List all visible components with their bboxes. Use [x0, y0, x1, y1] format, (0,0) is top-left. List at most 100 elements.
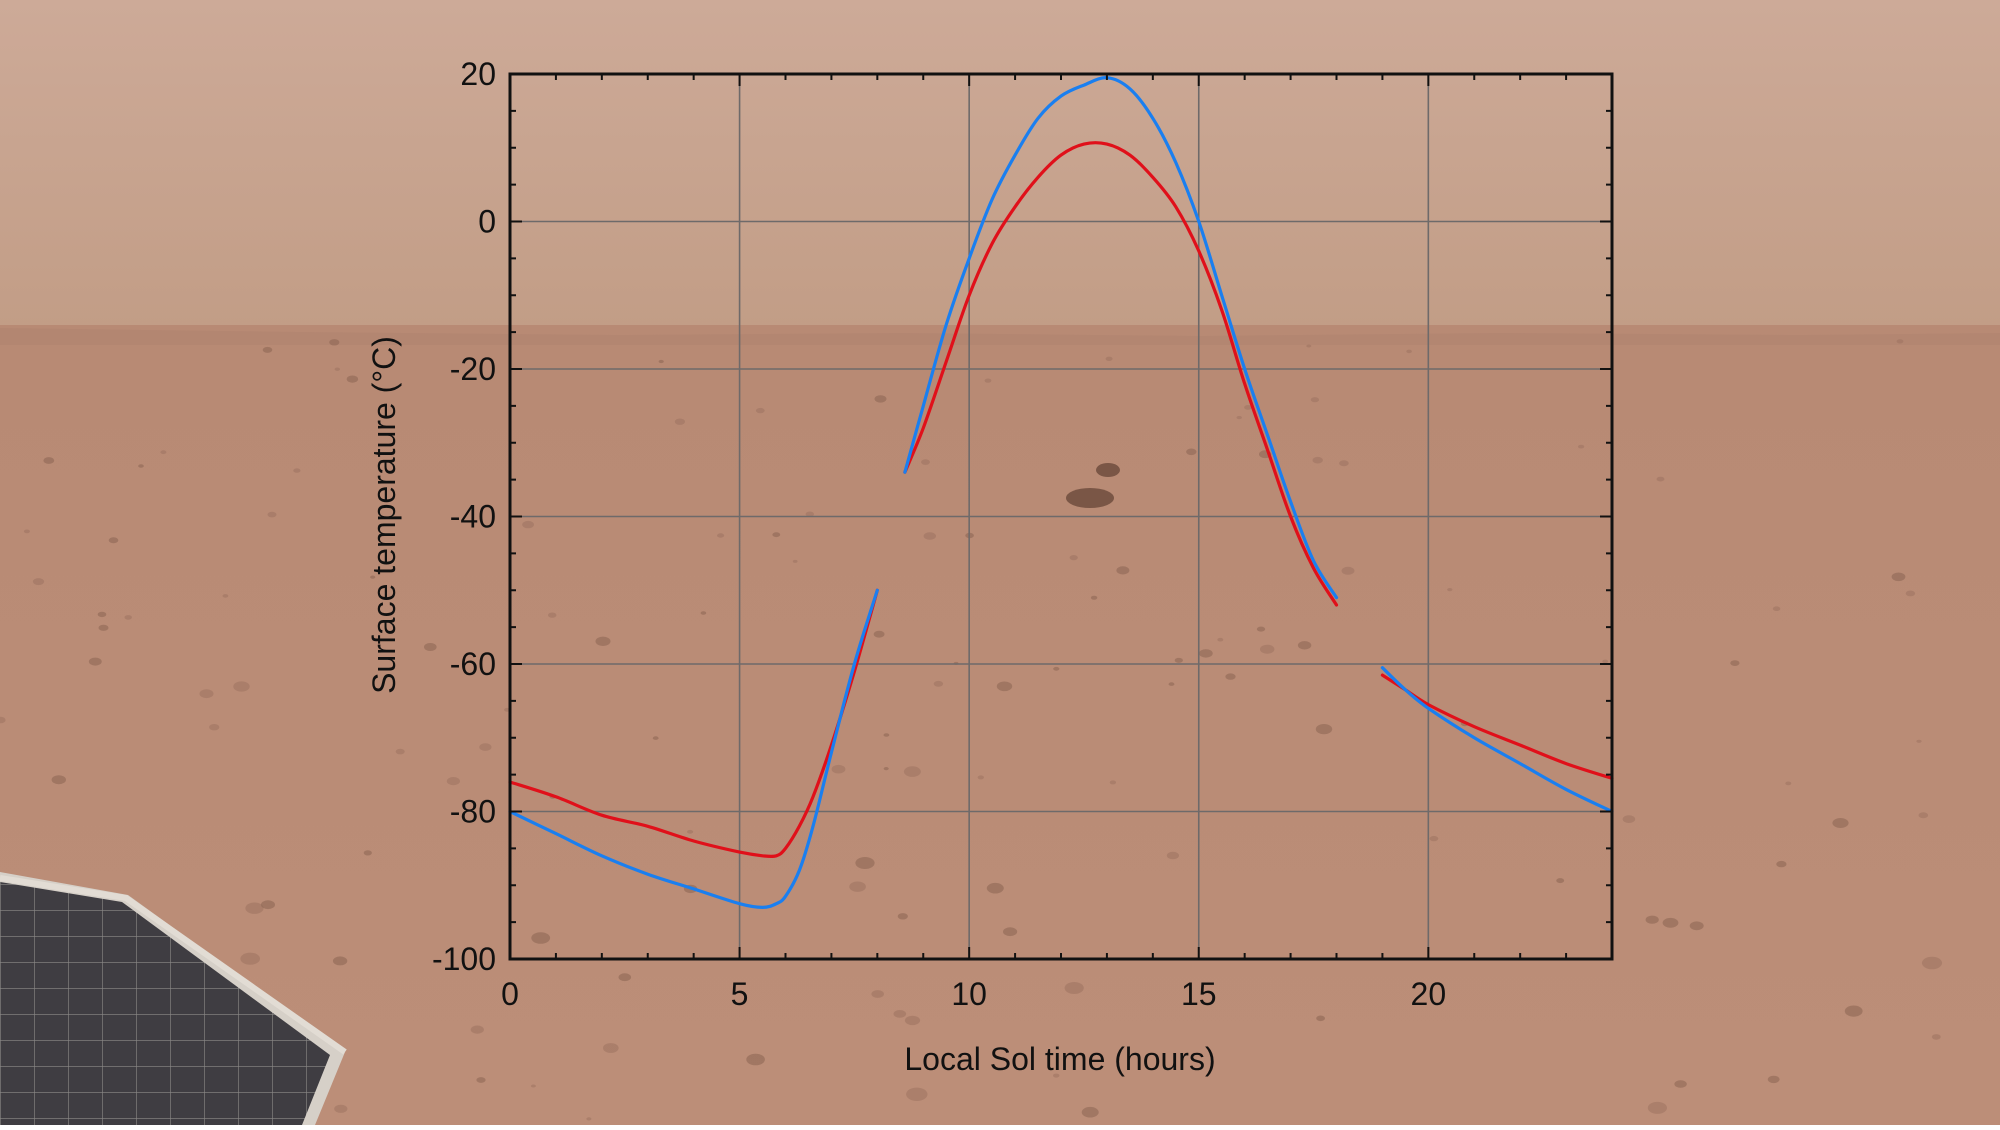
ground-rock: [1921, 956, 1943, 970]
ground-rock: [1312, 456, 1323, 464]
ground-rock: [262, 346, 273, 353]
ground-rock: [849, 881, 866, 892]
ground-rock: [618, 973, 632, 982]
ground-rock: [1776, 860, 1787, 868]
ground-rock: [986, 882, 1004, 894]
ground-rock: [883, 767, 889, 771]
ground-rock: [1891, 572, 1906, 582]
ground-rock: [1225, 673, 1236, 680]
ground-rock: [1622, 815, 1636, 823]
y-tick-label: -80: [450, 794, 496, 830]
ground-rock: [370, 575, 376, 579]
ground-rock: [921, 459, 930, 465]
ground-rock: [1341, 566, 1355, 575]
ground-rock: [1069, 555, 1078, 561]
series-2-line-segment-2: [903, 76, 1339, 600]
series-1-line-segment-2: [903, 141, 1339, 607]
ground-rock: [1081, 1106, 1099, 1118]
ground-rock: [893, 1010, 907, 1018]
ground-rock: [674, 418, 686, 425]
x-tick-label: 15: [1181, 976, 1217, 1012]
ground-rock: [1447, 588, 1453, 592]
ground-rock: [1064, 982, 1084, 994]
ground-rock: [1844, 1005, 1863, 1017]
ground-rock: [199, 689, 214, 699]
ground-rock: [209, 724, 220, 731]
ground-rock: [855, 857, 875, 869]
axis-ticks: 0 5 10 15 20 -100 -80 -60 -40 -20 0 20: [432, 56, 1613, 1012]
ground-rock: [1785, 781, 1792, 786]
ground-rock: [687, 829, 694, 834]
x-tick-label: 20: [1411, 976, 1447, 1012]
ground-rock: [395, 748, 405, 755]
ground-rock: [1647, 1101, 1667, 1114]
series-2-line-segment-1: [508, 588, 879, 909]
ground-rock: [23, 529, 30, 534]
ground-rock: [1105, 356, 1113, 361]
y-tick-label: -40: [450, 499, 496, 535]
ground-rock: [1217, 637, 1224, 642]
ground-rock: [1199, 649, 1213, 658]
x-tick-label: 5: [731, 976, 749, 1012]
ground-rock: [897, 913, 908, 920]
ground-background: [0, 325, 2000, 1125]
ground-rock: [334, 1104, 348, 1113]
ground-rock: [1236, 415, 1242, 420]
ground-rock: [233, 681, 250, 692]
ground-rock: [1166, 851, 1179, 860]
ground-rock: [1168, 682, 1175, 686]
ground-rock: [1556, 878, 1565, 884]
ground-rock: [1578, 444, 1585, 449]
ground-rock: [1053, 1073, 1060, 1078]
ground-rock: [1656, 476, 1665, 482]
ground-rock: [32, 578, 45, 586]
ground-rock: [933, 680, 944, 687]
ground-rock: [1096, 463, 1120, 477]
ground-rock: [160, 450, 167, 455]
ground-rock: [906, 1087, 928, 1102]
ground-rock: [1767, 1075, 1780, 1084]
ground-rock: [446, 777, 460, 786]
ground-rock: [51, 775, 66, 785]
ground-rock: [717, 533, 725, 538]
ground-rock: [97, 611, 107, 618]
ground-rock: [1730, 660, 1740, 666]
ground-rock: [1645, 915, 1659, 924]
ground-rock: [1003, 927, 1018, 937]
ground-rock: [222, 594, 229, 598]
ground-rock: [755, 407, 765, 414]
ground-rock: [1905, 590, 1916, 597]
ground-rock: [1772, 606, 1781, 611]
ground-rock: [43, 457, 55, 464]
ground-rock: [522, 520, 534, 529]
ground-rock: [1090, 595, 1098, 600]
ground-rock: [831, 764, 846, 774]
ground-rock: [1244, 405, 1252, 410]
ground-rock: [977, 775, 984, 780]
ground-rock: [603, 1043, 619, 1053]
ground-rock: [904, 1015, 921, 1026]
ground-rock: [772, 532, 781, 538]
ground-rock: [108, 537, 119, 544]
ground-rock: [1109, 780, 1117, 785]
ground-rock: [984, 378, 992, 383]
ground-rock: [1315, 724, 1333, 735]
ground-rock: [1674, 1080, 1687, 1088]
ground-rock: [883, 733, 890, 737]
ground-rock: [267, 511, 277, 518]
ground-rock: [1116, 566, 1130, 575]
ground-rock: [88, 657, 102, 666]
ground-rock: [873, 630, 885, 638]
ground-rock: [548, 612, 557, 618]
ground-rock: [903, 766, 921, 777]
ground-rock: [652, 736, 659, 740]
solar-panel-image: [0, 872, 347, 1125]
ground-rock: [98, 624, 109, 631]
ground-rock: [1406, 349, 1412, 354]
ground-rock: [1931, 1034, 1941, 1040]
x-axis-label: Local Sol time (hours): [904, 1041, 1215, 1077]
ground-rock: [700, 611, 707, 615]
sky-background: [0, 0, 2000, 330]
horizon-band: [0, 328, 2000, 345]
